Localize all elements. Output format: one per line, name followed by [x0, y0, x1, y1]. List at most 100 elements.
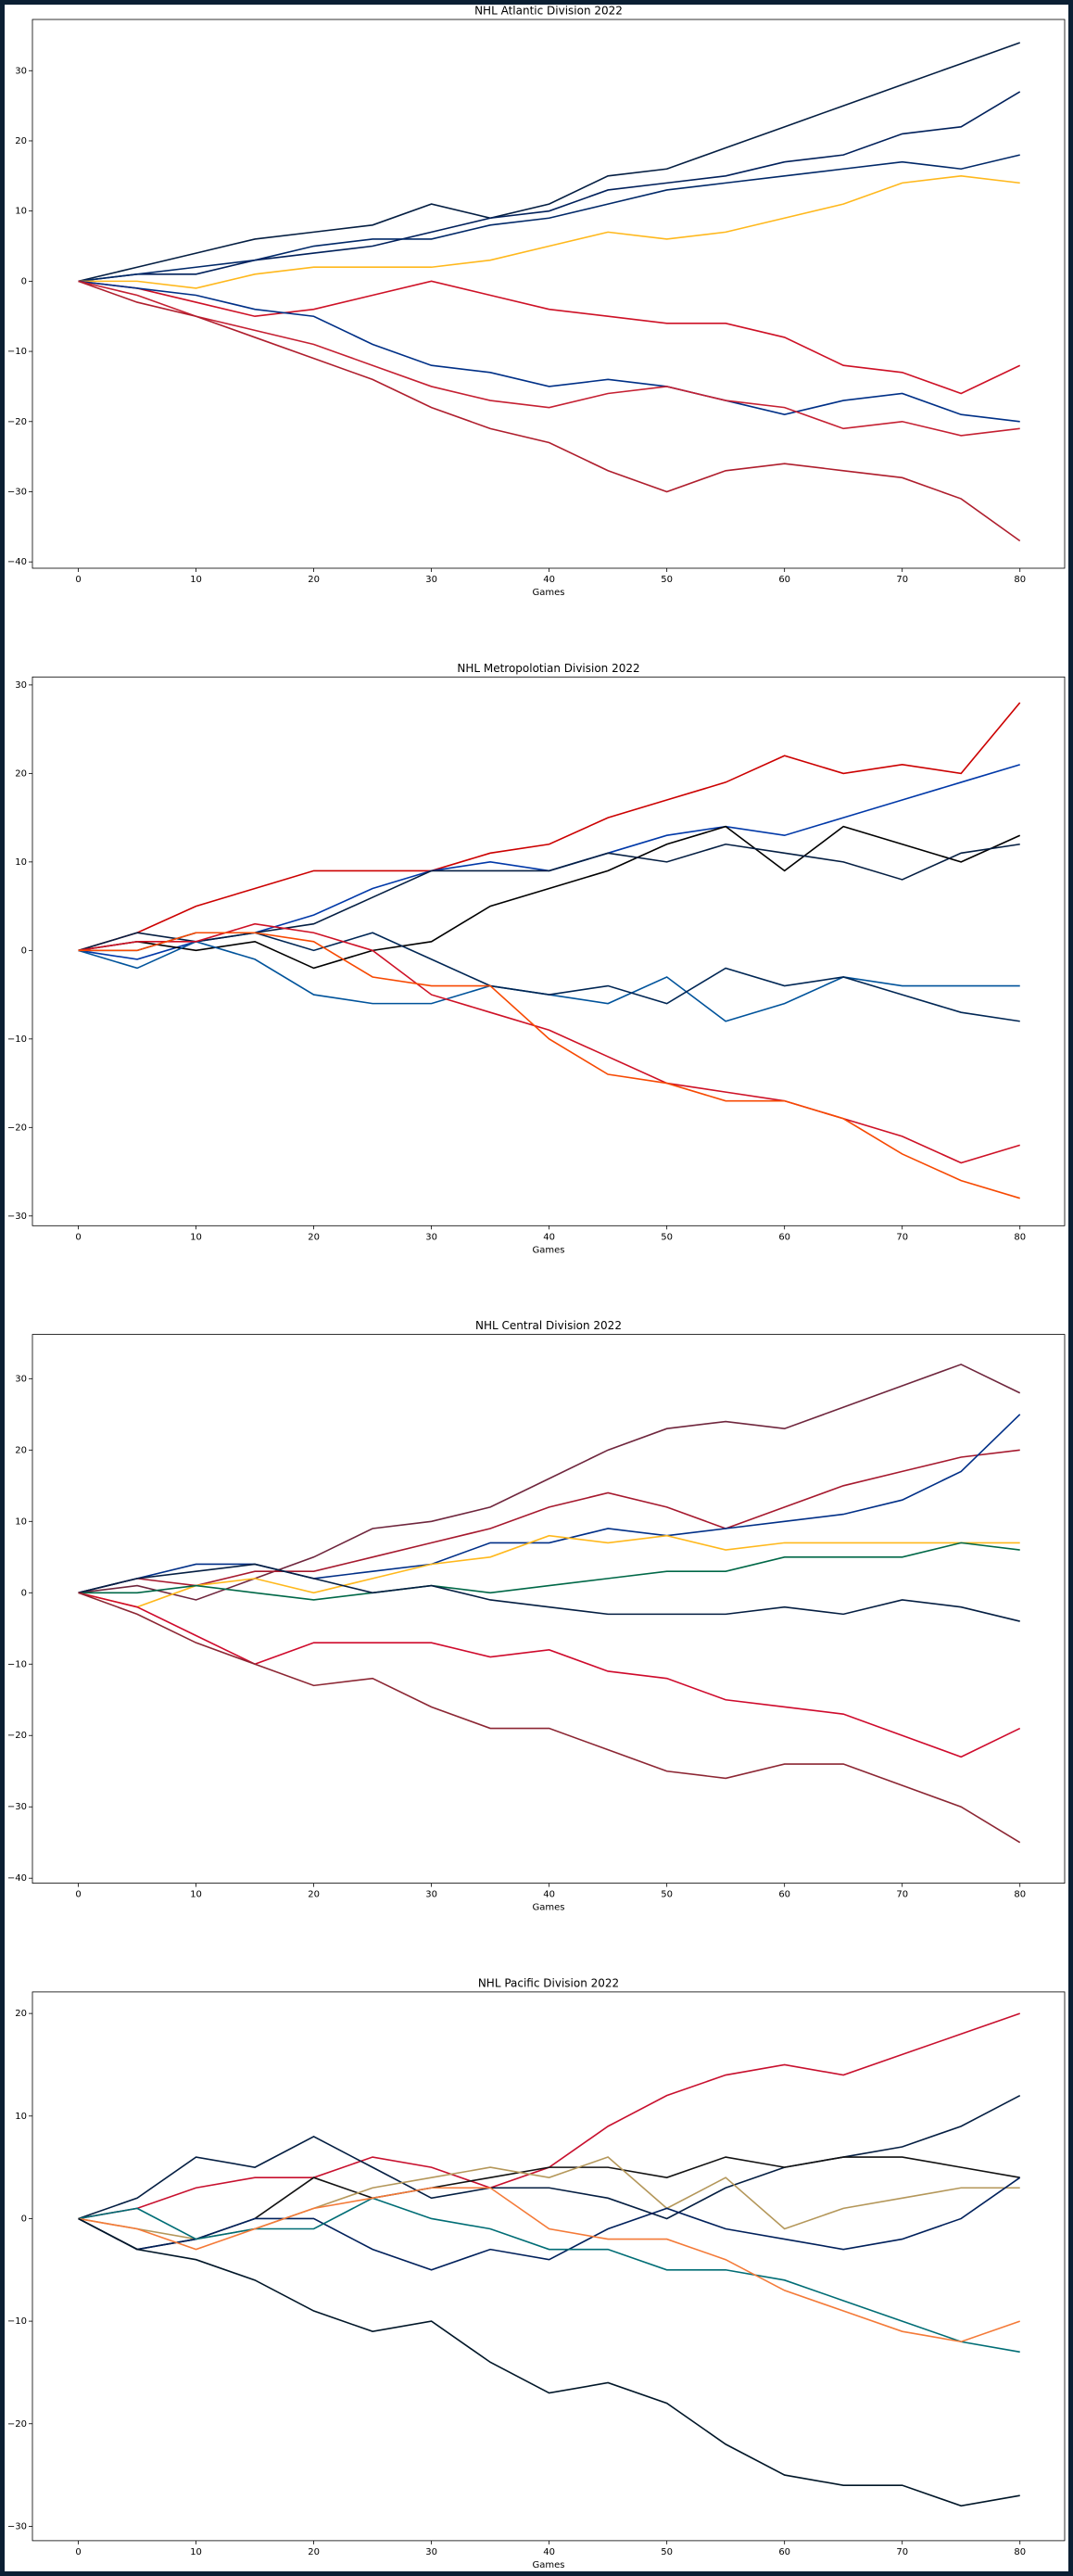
y-tick-label: −40 — [7, 557, 27, 567]
x-tick-label: 40 — [543, 575, 555, 585]
series-line — [78, 2217, 1020, 2507]
x-axis-label: Games — [533, 2560, 565, 2570]
y-tick-label: −20 — [7, 417, 27, 427]
series-line — [78, 1542, 1020, 1601]
series-line — [78, 280, 1021, 542]
series-line — [78, 1449, 1020, 1594]
x-tick-label: 60 — [778, 575, 790, 585]
y-tick-label: 20 — [15, 1445, 27, 1455]
y-tick-label: −20 — [7, 2419, 27, 2430]
series-line — [78, 843, 1020, 952]
x-tick-label: 20 — [308, 1232, 320, 1242]
x-axis-label: Games — [533, 1245, 565, 1255]
series-line — [78, 2197, 1020, 2354]
series-line — [78, 1534, 1020, 1608]
y-tick-label: 0 — [21, 2214, 27, 2224]
y-tick-label: 20 — [15, 2009, 27, 2019]
x-tick-label: 70 — [896, 1890, 908, 1900]
series-line — [78, 2094, 1021, 2220]
y-tick-label: −40 — [7, 1873, 27, 1884]
plot-frame — [32, 19, 1066, 569]
x-tick-label: 0 — [75, 575, 81, 585]
y-tick-label: −30 — [7, 487, 27, 497]
chart-title: NHL Central Division 2022 — [475, 1319, 622, 1332]
y-tick-label: −30 — [7, 1802, 27, 1812]
series-line — [78, 1592, 1021, 1758]
series-line — [78, 154, 1020, 283]
series-line — [78, 280, 1020, 423]
x-tick-label: 70 — [896, 2547, 908, 2557]
series-line — [78, 2176, 1021, 2271]
x-tick-label: 30 — [425, 1890, 437, 1900]
x-tick-label: 40 — [543, 1232, 555, 1242]
x-tick-label: 80 — [1014, 1890, 1026, 1900]
series-line — [78, 280, 1020, 437]
y-tick-label: 0 — [21, 276, 27, 286]
series-line — [78, 1414, 1021, 1594]
x-tick-label: 30 — [425, 2547, 437, 2557]
background — [5, 5, 1068, 2571]
y-tick-label: −10 — [7, 1034, 27, 1045]
y-tick-label: −10 — [7, 1659, 27, 1669]
x-tick-label: 40 — [543, 2547, 555, 2557]
chart-title: NHL Pacific Division 2022 — [478, 1976, 619, 1989]
x-tick-label: 0 — [75, 1890, 81, 1900]
y-tick-label: −10 — [7, 347, 27, 357]
y-tick-label: 10 — [15, 857, 27, 868]
x-tick-label: 10 — [190, 1890, 202, 1900]
x-tick-label: 50 — [661, 575, 673, 585]
y-tick-label: 20 — [15, 768, 27, 779]
x-tick-label: 70 — [896, 1232, 908, 1242]
x-tick-label: 50 — [661, 1232, 673, 1242]
x-tick-label: 80 — [1014, 575, 1026, 585]
x-axis-label: Games — [533, 1903, 565, 1913]
x-tick-label: 30 — [425, 1232, 437, 1242]
x-tick-label: 30 — [425, 575, 437, 585]
x-tick-label: 40 — [543, 1890, 555, 1900]
series-line — [78, 922, 1020, 1164]
x-tick-label: 80 — [1014, 1232, 1026, 1242]
series-line — [78, 1563, 1020, 1622]
x-tick-label: 10 — [190, 2547, 202, 2557]
x-tick-label: 20 — [308, 1890, 320, 1900]
x-tick-label: 20 — [308, 575, 320, 585]
x-tick-label: 80 — [1014, 2547, 1026, 2557]
plot-frame — [32, 676, 1066, 1226]
series-line — [78, 42, 1020, 283]
y-tick-label: 30 — [15, 680, 27, 691]
chart-title: NHL Metropolotian Division 2022 — [457, 662, 639, 675]
x-axis-label: Games — [533, 588, 565, 598]
y-tick-label: −10 — [7, 2316, 27, 2327]
y-tick-label: 10 — [15, 2112, 27, 2122]
x-tick-label: 0 — [75, 2547, 81, 2557]
y-tick-label: −20 — [7, 1123, 27, 1133]
series-line — [78, 1592, 1021, 1844]
x-tick-label: 60 — [778, 1232, 790, 1242]
x-tick-label: 60 — [778, 1890, 790, 1900]
y-tick-label: 10 — [15, 207, 27, 217]
series-line — [78, 702, 1021, 952]
y-tick-label: 0 — [21, 945, 27, 956]
plot-frame — [32, 1334, 1066, 1884]
x-tick-label: 60 — [778, 2547, 790, 2557]
y-tick-label: −30 — [7, 1212, 27, 1222]
x-tick-label: 20 — [308, 2547, 320, 2557]
y-tick-label: 20 — [15, 136, 27, 146]
y-tick-label: 30 — [15, 1374, 27, 1384]
series-line — [78, 932, 1020, 1199]
y-tick-label: −20 — [7, 1731, 27, 1741]
series-line — [78, 91, 1021, 283]
y-tick-label: 30 — [15, 66, 27, 76]
series-line — [78, 1364, 1021, 1601]
y-tick-label: 0 — [21, 1588, 27, 1598]
x-tick-label: 70 — [896, 575, 908, 585]
y-tick-label: 10 — [15, 1516, 27, 1527]
plot-frame — [32, 1991, 1066, 2542]
x-tick-label: 10 — [190, 575, 202, 585]
y-tick-label: −30 — [7, 2521, 27, 2532]
x-tick-label: 10 — [190, 1232, 202, 1242]
x-tick-label: 50 — [661, 1890, 673, 1900]
series-line — [78, 280, 1021, 395]
